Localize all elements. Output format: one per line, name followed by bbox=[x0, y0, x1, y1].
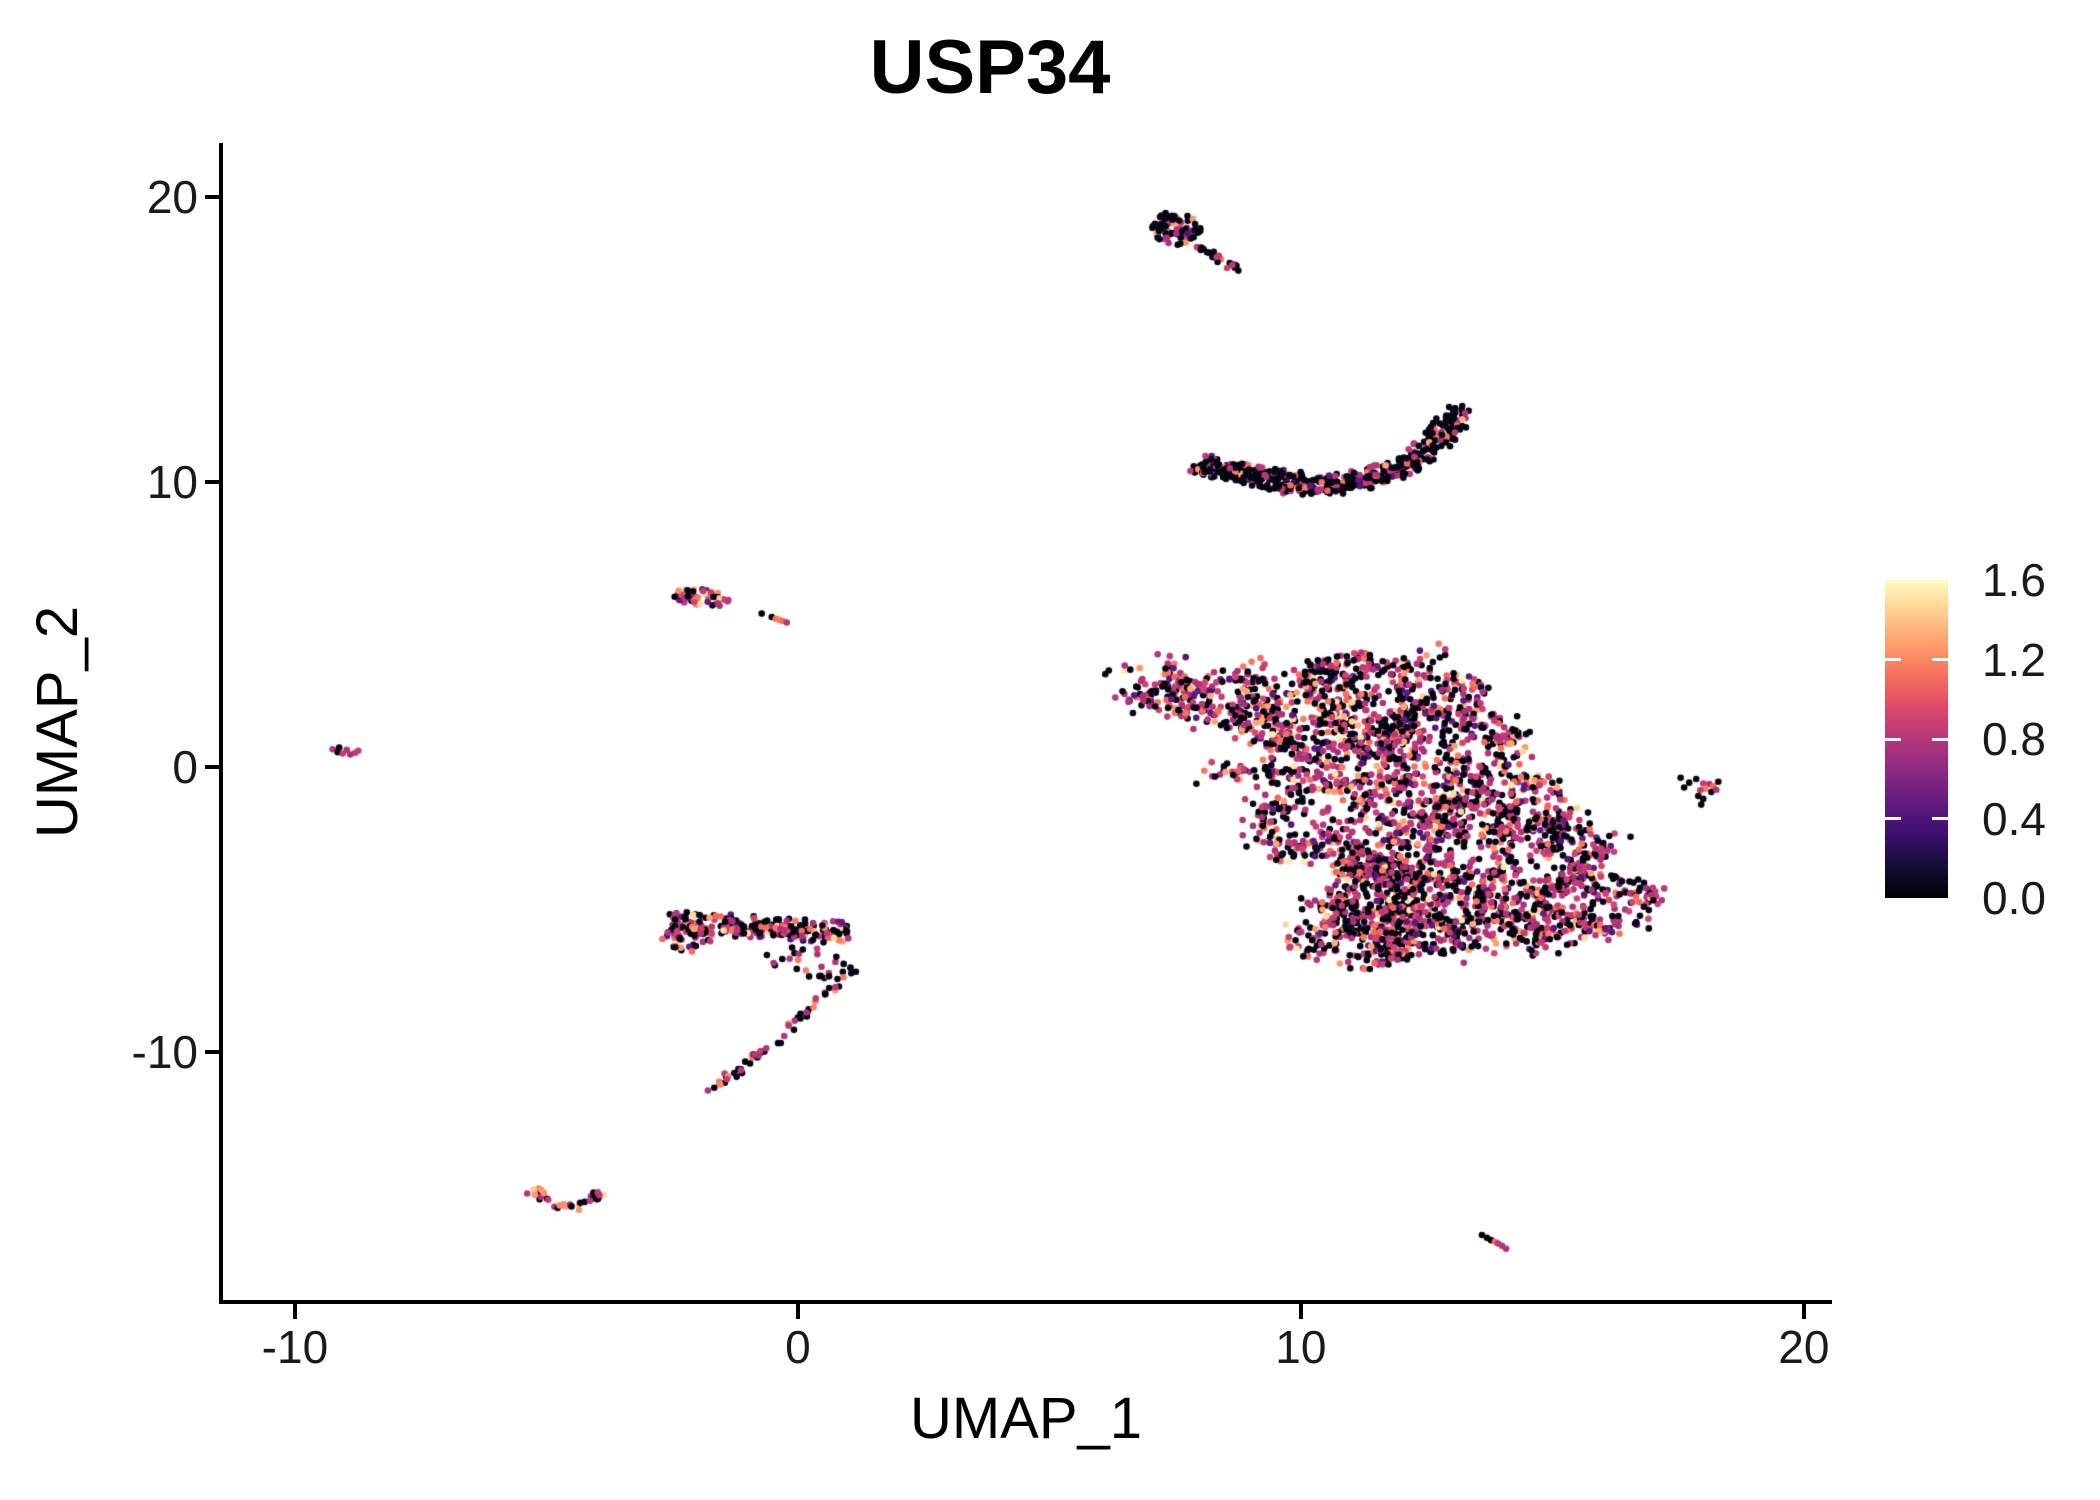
x-axis-title: UMAP_1 bbox=[909, 1386, 1143, 1451]
x-tick-mark bbox=[1801, 1304, 1806, 1319]
colorbar-tick-label: 0.0 bbox=[1982, 872, 2046, 924]
colorbar-tick-mark bbox=[1932, 817, 1948, 820]
y-axis-line bbox=[219, 143, 223, 1304]
y-tick-mark bbox=[205, 194, 220, 199]
y-tick-label: 10 bbox=[146, 455, 198, 508]
x-tick-mark bbox=[292, 1304, 297, 1319]
colorbar-tick-label: 0.8 bbox=[1982, 713, 2046, 765]
colorbar-tick-label: 1.2 bbox=[1982, 633, 2046, 686]
x-tick-label: -10 bbox=[261, 1321, 329, 1373]
x-tick-mark bbox=[795, 1304, 800, 1319]
y-tick-label: 20 bbox=[146, 170, 198, 223]
y-axis-title: UMAP_2 bbox=[25, 605, 90, 839]
y-tick-label: -10 bbox=[131, 1026, 198, 1078]
colorbar-tick-mark bbox=[1885, 737, 1901, 741]
x-tick-label: 20 bbox=[1778, 1321, 1830, 1373]
x-tick-label: 10 bbox=[1275, 1321, 1327, 1373]
y-tick-mark bbox=[205, 479, 220, 484]
colorbar-tick-label: 0.4 bbox=[1982, 792, 2046, 845]
y-tick-mark bbox=[205, 764, 220, 769]
x-tick-label: 0 bbox=[785, 1321, 811, 1373]
y-tick-mark bbox=[205, 1050, 220, 1054]
plot-title: USP34 bbox=[869, 25, 1111, 110]
colorbar-tick-mark bbox=[1885, 817, 1901, 820]
colorbar-tick-label: 1.6 bbox=[1982, 554, 2046, 606]
x-tick-mark bbox=[1298, 1304, 1303, 1319]
colorbar-tick-mark bbox=[1885, 658, 1901, 661]
y-tick-label: 0 bbox=[172, 740, 198, 793]
x-axis-line bbox=[219, 1300, 1832, 1304]
colorbar-tick-mark bbox=[1932, 737, 1948, 741]
colorbar-tick-mark bbox=[1932, 658, 1948, 661]
